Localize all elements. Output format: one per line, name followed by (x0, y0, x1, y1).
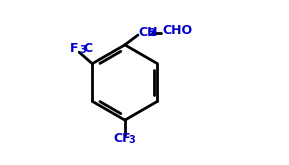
Text: F: F (70, 42, 78, 55)
Text: CHO: CHO (162, 24, 192, 37)
Text: CF: CF (114, 132, 131, 145)
Text: 3: 3 (80, 45, 86, 55)
Text: 2: 2 (148, 28, 155, 38)
Text: C: C (83, 42, 92, 55)
Text: CH: CH (139, 26, 158, 39)
Text: 3: 3 (129, 135, 135, 145)
